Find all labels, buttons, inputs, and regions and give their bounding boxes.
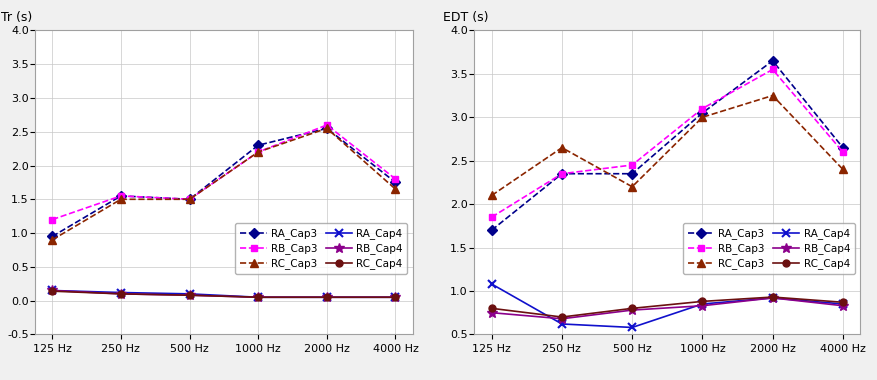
RC_Cap4 [486,306,496,310]
RA_Cap3 [696,111,707,115]
Line: RB_Cap4: RB_Cap4 [47,286,400,302]
RA_Cap3 [184,197,195,201]
RC_Cap3 [253,150,263,154]
Text: EDT (s): EDT (s) [443,11,488,24]
RB_Cap4 [837,304,847,308]
RA_Cap4 [253,295,263,299]
RA_Cap3 [556,171,567,176]
RA_Cap3 [486,228,496,233]
RB_Cap3 [321,123,332,127]
Line: RC_Cap4: RC_Cap4 [49,288,398,301]
Line: RB_Cap3: RB_Cap3 [49,122,398,223]
Line: RC_Cap3: RC_Cap3 [487,91,846,200]
RB_Cap3 [766,67,777,72]
Line: RB_Cap4: RB_Cap4 [486,293,847,324]
RB_Cap3 [389,177,400,181]
RB_Cap3 [253,150,263,154]
RA_Cap4 [486,282,496,286]
Text: Tr (s): Tr (s) [1,11,32,24]
RB_Cap4 [47,288,58,293]
RC_Cap4 [837,300,847,304]
RA_Cap3 [389,180,400,185]
RA_Cap3 [321,126,332,131]
RA_Cap4 [626,325,637,330]
RA_Cap3 [626,171,637,176]
RA_Cap3 [837,146,847,150]
RA_Cap4 [389,295,400,299]
Line: RC_Cap4: RC_Cap4 [488,294,845,320]
RC_Cap3 [837,167,847,172]
RA_Cap4 [766,296,777,300]
RA_Cap4 [837,302,847,306]
RC_Cap3 [696,115,707,120]
Line: RB_Cap3: RB_Cap3 [488,66,845,221]
RB_Cap3 [184,197,195,201]
RB_Cap3 [47,217,58,222]
Line: RA_Cap4: RA_Cap4 [487,280,846,332]
RB_Cap4 [184,293,195,298]
RA_Cap4 [47,288,58,293]
RC_Cap4 [253,295,263,299]
RC_Cap3 [184,197,195,201]
RA_Cap4 [556,322,567,326]
RC_Cap3 [47,238,58,242]
RB_Cap4 [486,310,496,315]
RB_Cap3 [696,106,707,111]
RA_Cap3 [766,59,777,63]
RA_Cap3 [116,194,126,198]
RC_Cap4 [116,291,126,296]
RC_Cap3 [556,146,567,150]
Line: RA_Cap3: RA_Cap3 [49,125,398,240]
RC_Cap3 [626,184,637,189]
RB_Cap3 [556,171,567,176]
RC_Cap4 [696,299,707,304]
RB_Cap4 [253,295,263,299]
RB_Cap3 [626,163,637,167]
RB_Cap4 [696,304,707,308]
RC_Cap3 [389,187,400,192]
RC_Cap4 [47,289,58,293]
RC_Cap4 [184,293,195,298]
RC_Cap4 [321,295,332,299]
RA_Cap3 [253,143,263,147]
RC_Cap4 [626,306,637,310]
RA_Cap4 [696,302,707,306]
RA_Cap4 [116,290,126,295]
RB_Cap4 [116,291,126,296]
RC_Cap3 [321,126,332,131]
RA_Cap4 [184,291,195,296]
RB_Cap3 [486,215,496,219]
RA_Cap3 [47,234,58,239]
RC_Cap4 [389,295,400,299]
RB_Cap4 [766,296,777,300]
Line: RA_Cap4: RA_Cap4 [48,286,399,301]
RA_Cap4 [321,295,332,299]
RC_Cap4 [556,315,567,319]
Line: RC_Cap3: RC_Cap3 [48,124,399,244]
RB_Cap4 [321,295,332,299]
RC_Cap4 [766,295,777,299]
RB_Cap4 [556,317,567,321]
RC_Cap3 [116,197,126,201]
Line: RA_Cap3: RA_Cap3 [488,57,845,234]
RC_Cap3 [766,93,777,98]
Legend: RA_Cap3, RB_Cap3, RC_Cap3, RA_Cap4, RB_Cap4, RC_Cap4: RA_Cap3, RB_Cap3, RC_Cap3, RA_Cap4, RB_C… [682,223,854,274]
RB_Cap3 [116,194,126,198]
Legend: RA_Cap3, RB_Cap3, RC_Cap3, RA_Cap4, RB_Cap4, RC_Cap4: RA_Cap3, RB_Cap3, RC_Cap3, RA_Cap4, RB_C… [235,223,407,274]
RB_Cap4 [389,295,400,299]
RC_Cap3 [486,193,496,198]
RB_Cap3 [837,150,847,154]
RB_Cap4 [626,308,637,312]
